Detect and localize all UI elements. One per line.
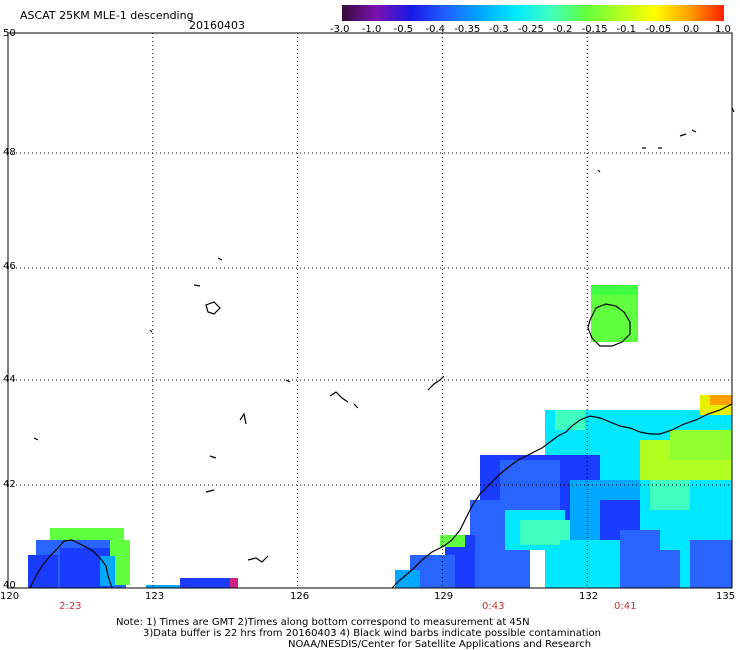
colorbar-label: -0.3 <box>489 24 509 35</box>
colorbar-label: -0.4 <box>425 24 446 35</box>
coastline-segment <box>205 489 215 493</box>
data-cell <box>230 578 238 588</box>
lon-label-132: 132 <box>579 591 599 602</box>
data-cell <box>591 285 638 295</box>
data-cell <box>180 578 237 588</box>
coastline-segment <box>217 257 223 261</box>
coastline-segment <box>329 391 349 403</box>
product-title: ASCAT 25KM MLE-1 descending <box>20 9 194 22</box>
colorbar-label: -0.35 <box>454 24 481 35</box>
lat-label-48: 48 <box>3 147 16 158</box>
plot-frame <box>7 32 733 589</box>
coastline-segment <box>33 437 39 441</box>
data-cell <box>440 535 465 547</box>
coastline-segment <box>209 455 217 459</box>
lon-label-126: 126 <box>290 591 310 602</box>
product-date: 20160403 <box>189 19 245 32</box>
data-cell <box>560 540 620 588</box>
coastline-segment <box>427 375 445 391</box>
coastline-segment <box>285 379 291 383</box>
coastline-segment <box>29 539 113 589</box>
wind-data-layer <box>28 285 732 588</box>
coastline-segment <box>247 555 269 563</box>
coastline-segment <box>239 412 247 425</box>
colorbar-gradient <box>342 5 724 21</box>
lat-label-42: 42 <box>3 479 16 490</box>
lon-label-129: 129 <box>434 591 454 602</box>
coastline-segment <box>587 303 631 347</box>
footnote-line-1: Note: 1) Times are GMT 2)Times along bot… <box>116 617 530 628</box>
coastline-segment <box>193 284 201 287</box>
pass-time-2: 0:43 <box>482 601 505 612</box>
data-cell <box>395 570 420 588</box>
colorbar-label: -3.0 <box>330 24 350 35</box>
footnote-line-2: 3)Data buffer is 22 hrs from 20160403 4)… <box>143 628 601 639</box>
colorbar-swatches <box>342 5 724 21</box>
colorbar-label: -0.15 <box>581 24 608 35</box>
colorbar-label: -0.1 <box>616 24 637 35</box>
lat-label-50: 50 <box>3 28 16 39</box>
colorbar-label: -1.0 <box>361 24 382 35</box>
colorbar-label: -0.2 <box>552 24 573 35</box>
data-cell <box>690 540 732 588</box>
coastline-segment <box>205 301 221 315</box>
coastline-segment <box>149 329 153 333</box>
colorbar-label: 1.0 <box>715 24 731 35</box>
lon-label-135: 135 <box>716 591 736 602</box>
lon-label-120: 120 <box>0 591 20 602</box>
lat-lon-grid <box>8 33 732 588</box>
colorbar-label: -0.05 <box>645 24 672 35</box>
colorbar <box>342 5 724 21</box>
pass-time-1: 2:23 <box>59 601 82 612</box>
colorbar-label: -0.25 <box>518 24 544 35</box>
coastline-segment <box>353 403 359 409</box>
coastline <box>29 107 735 589</box>
colorbar-label: 0.0 <box>683 24 700 35</box>
data-cell <box>670 430 732 460</box>
footnote-line-3: NOAA/NESDIS/Center for Satellite Applica… <box>288 639 592 650</box>
lat-label-40: 40 <box>3 580 16 591</box>
lat-label-44: 44 <box>3 374 16 385</box>
coastline-segment <box>391 403 733 589</box>
data-cell <box>146 585 180 588</box>
data-cell <box>710 395 732 405</box>
coastline-segment <box>597 169 601 173</box>
coastline-segment <box>691 129 697 133</box>
lat-label-46: 46 <box>3 261 16 272</box>
data-cell <box>555 410 585 430</box>
coastline-segment <box>679 133 687 137</box>
lon-label-123: 123 <box>145 591 165 602</box>
colorbar-label: -0.5 <box>393 24 414 35</box>
pass-time-3: 0:41 <box>614 601 637 612</box>
